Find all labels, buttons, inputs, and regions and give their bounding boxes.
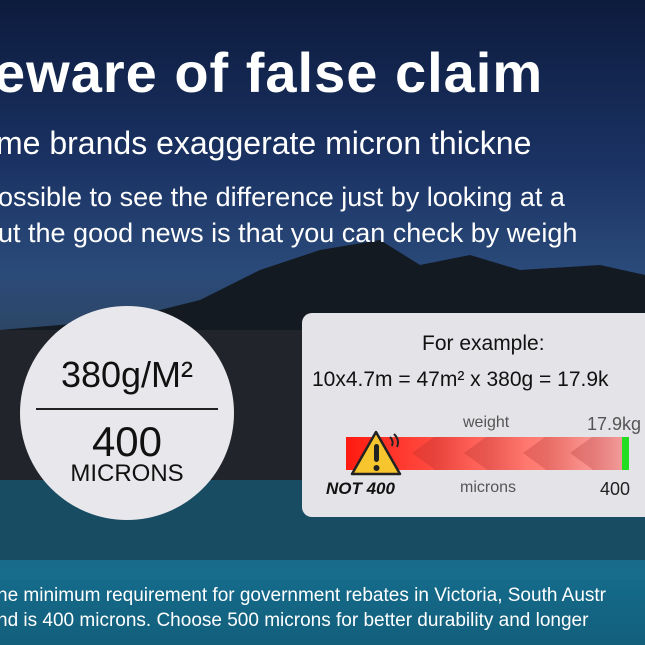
- microns-label: microns: [460, 479, 517, 496]
- warning-triangle-icon: [350, 430, 402, 476]
- example-panel: For example: 10x4.7m = 47m² x 380g = 17.…: [302, 313, 645, 517]
- weight-value: 17.9kg: [587, 414, 642, 434]
- badge-weight: 380g/M²: [60, 354, 194, 395]
- weight-label: weight: [463, 414, 510, 431]
- body-line-1: ossible to see the difference just by lo…: [0, 182, 565, 212]
- footer-line-2: nd is 400 microns. Choose 500 microns fo…: [0, 610, 589, 631]
- body-line-2: ut the good news is that you can check b…: [0, 218, 578, 248]
- warning-text: NOT 400: [326, 479, 395, 498]
- microns-value: 400: [600, 479, 631, 499]
- headline: eware of false claim: [0, 41, 544, 104]
- footer-line-1: he minimum requirement for government re…: [0, 585, 606, 606]
- example-title: For example:: [422, 332, 545, 355]
- spec-badge: 380g/M² 400 MICRONS: [20, 306, 234, 520]
- target-marker: [622, 437, 629, 470]
- badge-microns-value: 400: [91, 418, 163, 465]
- badge-divider: [36, 408, 218, 410]
- badge-microns-label: MICRONS: [70, 460, 184, 487]
- example-formula: 10x4.7m = 47m² x 380g = 17.9k: [312, 368, 609, 391]
- subheadline: me brands exaggerate micron thickne: [0, 125, 532, 161]
